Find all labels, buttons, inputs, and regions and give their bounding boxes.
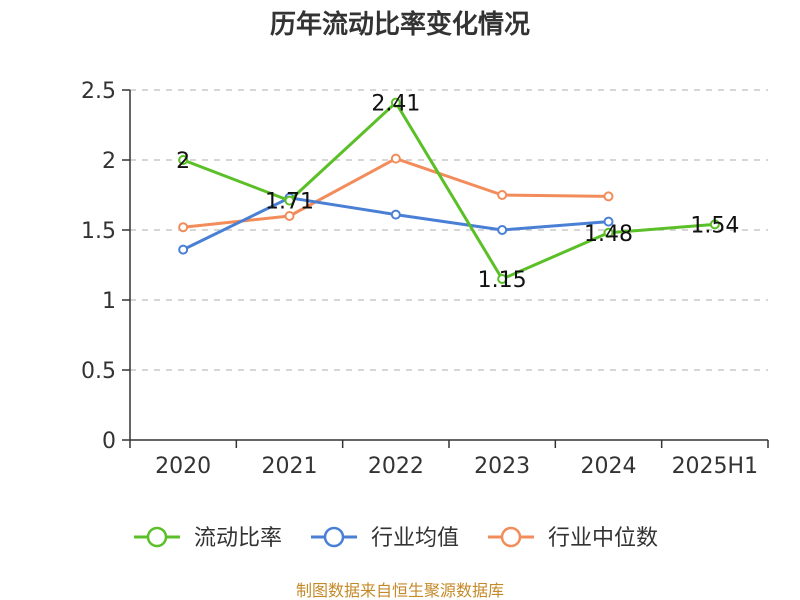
series-2-point-1 — [284, 211, 295, 221]
series-0-point-1 — [284, 195, 295, 206]
series-0-point-2 — [390, 97, 401, 108]
data-labels: 2 1.71 2.41 1.15 1.48 1.54 — [176, 92, 739, 293]
y-tick-label-4: 2 — [102, 149, 116, 174]
data-label-3: 1.15 — [478, 268, 527, 293]
legend-swatch-marker-2 — [500, 526, 522, 548]
legend-item-1[interactable]: 行业均值 — [311, 526, 459, 551]
series-0 — [178, 97, 720, 284]
data-label-0: 2 — [176, 149, 190, 174]
legend[interactable]: 流动比率 行业均值 行业中位数 — [134, 526, 658, 551]
x-tick-label-2: 2022 — [368, 454, 424, 479]
series-1-point-2 — [390, 209, 401, 220]
y-tick-label-2: 1 — [102, 289, 116, 314]
series-0-line — [181, 101, 717, 281]
legend-swatch-marker-0 — [146, 526, 168, 548]
series-0-point-3 — [497, 274, 508, 284]
series-2-point-3 — [497, 190, 508, 200]
x-tick-label-4: 2024 — [581, 454, 637, 479]
y-tick-label-1: 0.5 — [81, 359, 116, 384]
legend-label-2: 行业中位数 — [548, 526, 658, 551]
series-2-point-2 — [390, 153, 401, 164]
series-2-point-4 — [603, 191, 614, 202]
legend-swatch-marker-1 — [323, 526, 345, 548]
x-tick-label-0: 2020 — [155, 454, 211, 479]
legend-item-0[interactable]: 流动比率 — [134, 526, 282, 551]
series-0-point-5 — [709, 219, 720, 230]
series-0-point-4 — [603, 227, 614, 238]
y-tick-label-5: 2.5 — [81, 79, 116, 104]
y-tick-label-0: 0 — [102, 429, 116, 454]
legend-label-1: 行业均值 — [371, 526, 459, 551]
series-2-point-0 — [178, 222, 189, 233]
data-label-4: 1.48 — [584, 222, 633, 247]
data-label-5: 1.54 — [690, 213, 739, 238]
y-tick-label-3: 1.5 — [81, 219, 116, 244]
series-2 — [178, 153, 614, 233]
series-1-point-4 — [603, 216, 614, 227]
legend-item-2[interactable]: 行业中位数 — [488, 526, 658, 551]
series-1 — [178, 192, 614, 255]
axes: 0 0.5 1 1.5 2 2.5 2020 2021 2022 2023 2024 2025H1 — [81, 79, 769, 479]
x-tick-label-3: 2023 — [474, 454, 530, 479]
series-lines — [178, 97, 720, 284]
series-1-line — [181, 196, 610, 252]
legend-label-0: 流动比率 — [194, 526, 282, 551]
source-note: 制图数据来自恒生聚源数据库 — [296, 581, 504, 600]
series-1-point-0 — [178, 244, 189, 255]
series-0-point-0 — [178, 155, 189, 165]
data-label-2: 2.41 — [371, 92, 420, 117]
data-label-1: 1.71 — [265, 190, 314, 215]
series-1-point-3 — [497, 225, 508, 235]
x-tick-label-1: 2021 — [262, 454, 318, 479]
chart-title: 历年流动比率变化情况 — [270, 9, 530, 40]
x-tick-label-5: 2025H1 — [672, 454, 759, 479]
